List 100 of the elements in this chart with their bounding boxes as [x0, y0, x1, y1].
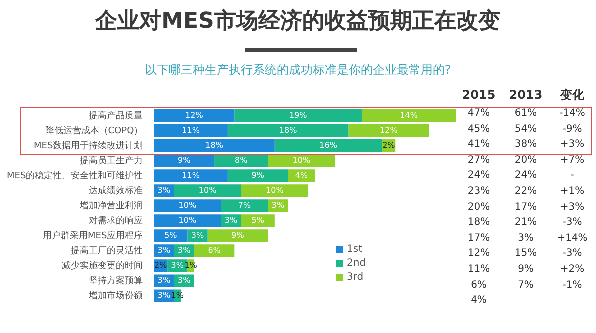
legend-label: 1st: [347, 244, 363, 256]
text: 27%: [466, 154, 492, 168]
bar: [221, 200, 268, 212]
data-label: 10%: [178, 201, 197, 210]
text: 3%: [517, 232, 535, 246]
data-label: 3%: [224, 216, 238, 226]
data-label: 3%: [158, 246, 171, 256]
text: 47%: [466, 107, 492, 121]
data-label: 3%: [158, 276, 171, 286]
y-tick-label: 减少实施变更的时间: [62, 260, 144, 272]
chart-title: 企业对MES市场经济的收益预期正在改变: [94, 8, 502, 36]
bar: [208, 230, 268, 242]
data-label: 4%: [295, 171, 308, 180]
y-tick-label: 增加市场份额: [88, 290, 144, 302]
data-label: 3%: [158, 291, 171, 300]
y-tick-label: 降低运营成本（COPQ）: [45, 125, 144, 136]
text: 17%: [466, 232, 492, 246]
text: 38%: [514, 138, 538, 152]
y-tick-label: MES数据用于持续改进计划: [34, 140, 144, 152]
text: 11%: [466, 262, 492, 277]
y-tick-label: 坚持方案预算: [89, 275, 144, 286]
legend-label: 2nd: [347, 258, 366, 270]
text: +14%: [556, 232, 589, 246]
y-tick-label: 对需求的响应: [89, 215, 144, 226]
data-label: 19%: [289, 110, 308, 120]
text: 22%: [514, 184, 538, 199]
bar: [154, 110, 235, 122]
text: +3%: [559, 138, 586, 152]
data-label: 2%: [154, 261, 168, 270]
text: -: [570, 169, 576, 184]
text: -3%: [562, 247, 584, 262]
text: 24%: [514, 169, 538, 184]
bar: [241, 214, 275, 228]
data-label: 9%: [178, 156, 192, 166]
bar: [228, 124, 349, 138]
text: 45%: [466, 122, 492, 137]
y-tick-label: 用户群采用MES应用程序: [42, 230, 144, 242]
data-label: 9%: [252, 171, 265, 180]
bar: [154, 170, 228, 182]
bar: [154, 154, 215, 168]
y-tick-label: 提高工厂的灵活性: [71, 245, 144, 256]
text: 54%: [514, 122, 538, 137]
data-label: 10%: [292, 156, 312, 166]
data-label: 3%: [178, 246, 192, 256]
bar: [194, 244, 235, 258]
text: +7%: [559, 154, 586, 168]
bar: [154, 124, 228, 138]
legend-label: 3rd: [347, 272, 364, 284]
data-label: 16%: [320, 141, 338, 150]
bar: [274, 140, 382, 152]
text: 21%: [514, 216, 538, 230]
data-label: 11%: [182, 171, 200, 180]
text: 15%: [514, 247, 538, 262]
bar: [241, 184, 308, 198]
data-label: 8%: [235, 156, 248, 166]
data-label: 10%: [178, 216, 197, 226]
text: 变化: [559, 87, 586, 104]
bar: [154, 214, 222, 228]
text: 24%: [466, 169, 492, 184]
data-label: 10%: [198, 186, 218, 196]
text: -14%: [558, 107, 586, 121]
text: +1%: [559, 184, 586, 199]
data-label: 18%: [206, 141, 224, 150]
y-tick-label: 增加净营业利润: [79, 200, 144, 212]
data-label: 3%: [272, 201, 285, 210]
bar: [234, 110, 362, 122]
text: -3%: [562, 216, 584, 230]
y-tick-label: MES的稳定性、安全性和可维护性: [6, 170, 144, 182]
data-label: 6%: [208, 246, 222, 256]
y-tick-label: 达成绩效标准: [89, 185, 144, 196]
data-label: 5%: [252, 216, 265, 226]
text: 9%: [517, 262, 535, 277]
text: 4%: [470, 294, 488, 308]
text: 61%: [514, 107, 538, 121]
data-label: 3%: [158, 186, 171, 196]
text: 7%: [517, 278, 535, 293]
text: 20%: [466, 200, 492, 215]
data-label: 10%: [266, 186, 284, 196]
text: 20%: [514, 154, 538, 168]
data-label: 9%: [232, 231, 245, 240]
text: 17%: [514, 200, 538, 215]
data-label: 3%: [191, 231, 204, 240]
bar: [268, 154, 336, 168]
bar: [174, 184, 242, 198]
bar: [228, 170, 288, 182]
text: +3%: [559, 200, 586, 215]
bar: [154, 200, 222, 212]
data-label: 18%: [279, 126, 298, 135]
data-label: 5%: [164, 231, 178, 240]
text: 41%: [466, 138, 492, 152]
data-label: 3%: [171, 261, 184, 270]
text: 2015: [461, 87, 497, 104]
data-label: 11%: [182, 126, 200, 135]
data-label: 7%: [238, 201, 252, 210]
text: 2013: [508, 87, 544, 104]
y-tick-label: 提高产品质量: [89, 110, 144, 122]
y-tick-label: 提高员工生产力: [80, 155, 144, 166]
text: -9%: [562, 122, 584, 137]
data-label: 2%: [382, 141, 396, 150]
text: 6%: [470, 278, 488, 293]
